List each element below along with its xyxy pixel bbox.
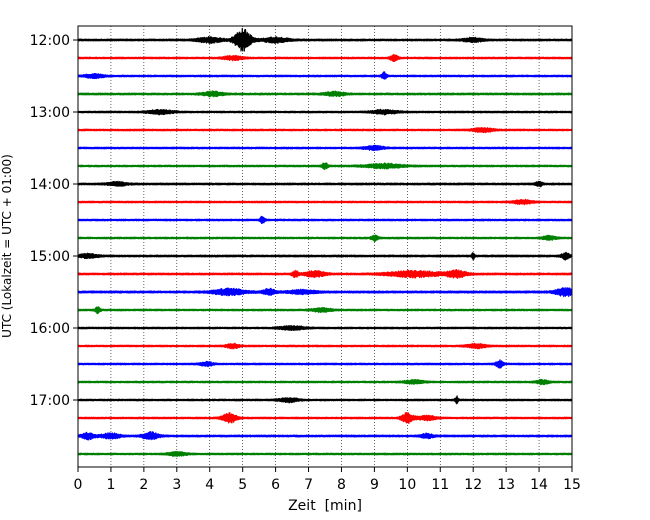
- x-axis-ticks: 0 1 2 3 4 5 6 7 8 9 10 11 12 13 14 15: [74, 467, 581, 493]
- trace-line: [77, 450, 573, 457]
- x-tick-label: 10: [398, 477, 416, 493]
- trace-line: [77, 180, 573, 188]
- x-tick-label: 6: [271, 477, 280, 493]
- y-tick-label: 17:00: [30, 393, 70, 409]
- trace-line: [77, 162, 573, 170]
- trace-line: [77, 251, 573, 261]
- y-tick-label: 12:00: [30, 33, 70, 49]
- x-tick-label: 7: [304, 477, 313, 493]
- y-tick-label: 13:00: [30, 105, 70, 121]
- x-tick-label: 2: [139, 477, 148, 493]
- trace-line: [77, 215, 573, 225]
- trace-line: [77, 325, 573, 332]
- trace-line: [77, 127, 573, 134]
- plot-frame: [77, 25, 573, 468]
- trace-line: [77, 359, 573, 369]
- y-axis-ticks: 12:00 13:00 14:00 15:00 16:00 17:00: [30, 33, 78, 409]
- trace-line: [77, 287, 573, 298]
- trace-line: [77, 71, 573, 80]
- trace-line: [77, 90, 573, 98]
- trace-line: [77, 342, 573, 350]
- trace-line: [77, 431, 573, 441]
- y-tick-label: 15:00: [30, 249, 70, 265]
- x-tick-label: 13: [497, 477, 515, 493]
- trace-line: [77, 144, 573, 152]
- trace-line: [77, 27, 573, 52]
- y-tick-label: 16:00: [30, 321, 70, 337]
- x-tick-label: 15: [563, 477, 581, 493]
- x-tick-label: 8: [337, 477, 346, 493]
- trace-line: [77, 306, 573, 315]
- seismic-traces: [77, 27, 573, 457]
- trace-line: [77, 412, 573, 424]
- x-tick-label: 1: [106, 477, 115, 493]
- y-tick-label: 14:00: [30, 177, 70, 193]
- x-tick-label: 12: [464, 477, 482, 493]
- x-tick-label: 9: [370, 477, 379, 493]
- x-axis-label: Zeit [min]: [288, 498, 362, 514]
- trace-line: [77, 198, 573, 206]
- trace-line: [77, 53, 573, 63]
- x-tick-label: 5: [238, 477, 247, 493]
- x-tick-label: 3: [172, 477, 181, 493]
- y-axis-label: UTC (Lokalzeit = UTC + 01:00): [0, 154, 14, 338]
- trace-line: [77, 378, 573, 386]
- x-tick-label: 0: [74, 477, 83, 493]
- trace-line: [77, 395, 573, 405]
- x-tick-label: 4: [205, 477, 214, 493]
- x-tick-label: 14: [530, 477, 548, 493]
- trace-line: [77, 108, 573, 116]
- x-tick-label: 11: [431, 477, 449, 493]
- trace-line: [77, 234, 573, 243]
- trace-line: [77, 268, 573, 279]
